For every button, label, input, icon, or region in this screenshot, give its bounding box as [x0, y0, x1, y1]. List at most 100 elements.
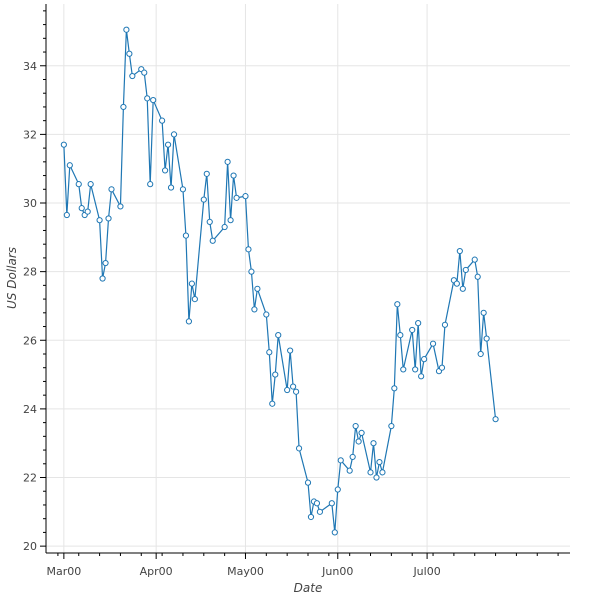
data-point: [200, 196, 207, 203]
data-point: [471, 256, 478, 263]
data-point: [126, 50, 133, 57]
data-point: [191, 295, 198, 303]
data-point: [275, 332, 282, 339]
data-point: [102, 259, 109, 267]
data-point: [400, 366, 407, 373]
data-point: [492, 416, 499, 423]
data-point: [331, 529, 338, 536]
y-tick-label: 34: [23, 60, 37, 73]
data-point: [230, 172, 237, 179]
data-point: [66, 162, 73, 169]
data-point: [105, 215, 112, 222]
data-point: [144, 95, 151, 102]
data-point: [295, 445, 303, 452]
data-point: [170, 131, 178, 138]
data-point: [254, 285, 261, 292]
data-point: [117, 203, 124, 210]
data-point: [269, 400, 276, 407]
data-point: [480, 309, 487, 316]
y-tick-label: 20: [23, 540, 37, 553]
data-point: [379, 469, 386, 476]
data-point: [248, 268, 255, 275]
data-point: [453, 280, 460, 287]
data-point: [441, 321, 449, 328]
data-point: [221, 223, 228, 231]
x-axis-title: Date: [294, 581, 323, 595]
axis-ticks: 20 22 24 26 28 30 32 34 Mar00 Apr00 May00 Jun00 Jul0…: [23, 10, 559, 578]
data-point: [421, 356, 428, 363]
data-point: [412, 366, 419, 373]
data-point: [373, 474, 380, 481]
data-point: [185, 318, 193, 325]
data-point: [182, 232, 190, 239]
data-point: [370, 440, 377, 447]
data-point: [164, 141, 172, 148]
data-point: [60, 141, 67, 148]
data-point: [96, 217, 103, 224]
grid: [46, 4, 570, 553]
series-line: [63, 29, 497, 533]
data-point: [313, 500, 321, 507]
data-point: [334, 486, 341, 493]
data-point: [438, 364, 446, 371]
x-tick-label: May00: [227, 565, 264, 578]
data-point: [376, 458, 383, 466]
data-point: [272, 371, 279, 378]
x-tick-label: Jul00: [412, 565, 440, 578]
data-point: [284, 386, 291, 394]
data-point: [263, 311, 270, 318]
data-point: [179, 186, 187, 193]
data-point: [397, 332, 404, 339]
data-point: [167, 184, 175, 191]
data-point: [355, 438, 362, 445]
y-tick-label: 30: [23, 197, 37, 210]
data-point: [304, 479, 312, 486]
data-point: [150, 96, 157, 104]
data-point: [123, 26, 130, 33]
data-point: [292, 388, 300, 395]
data-point: [328, 500, 335, 507]
data-point: [203, 170, 210, 177]
data-point: [63, 211, 70, 219]
data-point: [245, 246, 252, 253]
data-point: [233, 194, 240, 201]
data-point: [477, 350, 484, 358]
data-point: [120, 103, 127, 111]
y-tick-label: 26: [23, 334, 37, 347]
data-markers: [60, 26, 499, 536]
data-point: [409, 326, 416, 334]
y-tick-label: 22: [23, 472, 37, 485]
data-point: [346, 467, 353, 474]
data-point: [99, 275, 106, 282]
data-point: [87, 181, 94, 188]
data-point: [129, 72, 136, 80]
data-point: [75, 181, 82, 188]
data-point: [459, 285, 466, 292]
x-tick-label: Mar00: [46, 565, 81, 578]
data-point: [290, 383, 297, 390]
y-axis-title: US Dollars: [5, 247, 19, 309]
data-point: [159, 117, 166, 124]
data-point: [209, 237, 216, 244]
y-tick-label: 24: [23, 403, 37, 416]
data-point: [367, 469, 374, 476]
data-point: [394, 301, 401, 308]
data-point: [78, 205, 85, 212]
data-point: [418, 373, 425, 380]
data-point: [287, 347, 294, 354]
data-point: [206, 218, 213, 225]
data-point: [474, 273, 481, 280]
data-series: [63, 29, 497, 533]
y-tick-label: 32: [23, 128, 37, 141]
data-point: [358, 429, 365, 437]
data-point: [227, 217, 234, 224]
data-point: [147, 181, 154, 188]
data-point: [307, 513, 315, 521]
data-point: [84, 208, 91, 215]
data-point: [391, 385, 398, 392]
y-tick-label: 28: [23, 266, 37, 279]
data-point: [161, 167, 169, 174]
x-tick-label: Apr00: [140, 565, 173, 578]
